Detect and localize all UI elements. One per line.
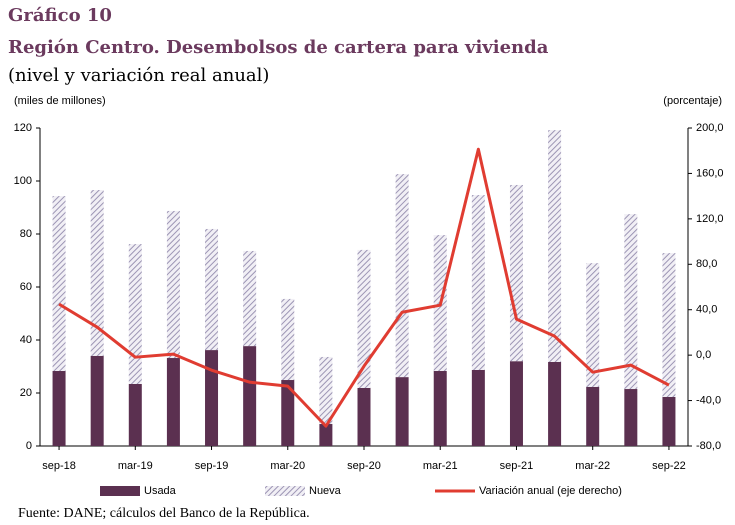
bar [395,174,409,378]
bar [205,228,219,351]
bar [624,214,638,390]
y2-tick-label: 40,0 [696,304,717,316]
bar [52,196,66,372]
y-tick-label: 120 [14,122,32,134]
bar [319,424,333,446]
y-tick-label: 60 [20,281,32,293]
bar [509,361,523,446]
chart-subtitle: Región Centro. Desembolsos de cartera pa… [8,37,549,58]
source: Fuente: DANE; cálculos del Banco de la R… [18,506,310,521]
bar [662,253,676,397]
bar [548,130,562,362]
bar [624,389,638,446]
bar [395,377,409,446]
chart-title: Gráfico 10 [8,5,112,26]
bar [471,195,485,370]
x-tick-label: sep-20 [347,460,381,472]
bar [586,386,600,446]
bar [319,356,333,425]
chart-subtitle-2: (nivel y variación real anual) [8,65,269,86]
y2-tick-label: 0,0 [696,349,711,361]
bar [433,371,447,446]
bar [357,249,371,388]
x-tick-label: mar-22 [575,460,610,472]
bar [166,358,180,446]
legend-label: Nueva [309,485,342,497]
legend-label: Variación anual (eje derecho) [479,485,622,497]
bar [90,190,104,356]
x-tick-label: mar-20 [270,460,305,472]
y-tick-label: 20 [20,387,32,399]
bar [243,250,257,347]
bar [509,184,523,362]
y-axis-label: (miles de millones) [14,95,106,107]
y2-tick-label: 80,0 [696,258,717,270]
legend-swatch [100,486,140,496]
y2-tick-label: 160,0 [696,167,724,179]
line [58,147,670,428]
x-tick-label: sep-19 [195,460,229,472]
x-tick-label: sep-22 [652,460,686,472]
y2-tick-label: 200,0 [696,122,724,134]
bar [471,369,485,446]
y-tick-label: 40 [20,334,32,346]
bar [357,387,371,446]
y-tick-label: 100 [14,175,32,187]
bar [548,361,562,446]
y-tick-label: 0 [26,440,32,452]
bar [128,244,142,384]
bar [662,396,676,446]
y2-tick-label: -80,0 [696,440,721,452]
x-tick-label: sep-18 [42,460,76,472]
legend-label: Usada [144,485,177,497]
bar [90,355,104,446]
x-tick-label: mar-19 [118,460,153,472]
bar [281,298,295,381]
bar [166,210,180,359]
y2-axis-label: (porcentaje) [663,95,722,107]
bar [52,371,66,446]
bar [205,350,219,446]
bar [586,263,600,387]
x-tick-label: sep-21 [500,460,534,472]
y2-tick-label: -40,0 [696,394,721,406]
y2-tick-label: 120,0 [696,213,724,225]
bar [128,383,142,446]
legend-swatch [265,486,305,496]
y-tick-label: 80 [20,228,32,240]
bar [243,346,257,446]
x-tick-label: mar-21 [423,460,458,472]
bar [281,380,295,446]
